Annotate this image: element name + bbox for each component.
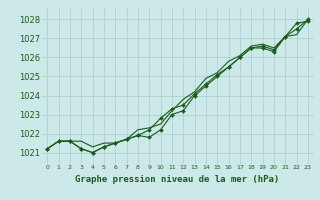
X-axis label: Graphe pression niveau de la mer (hPa): Graphe pression niveau de la mer (hPa)	[76, 175, 280, 184]
